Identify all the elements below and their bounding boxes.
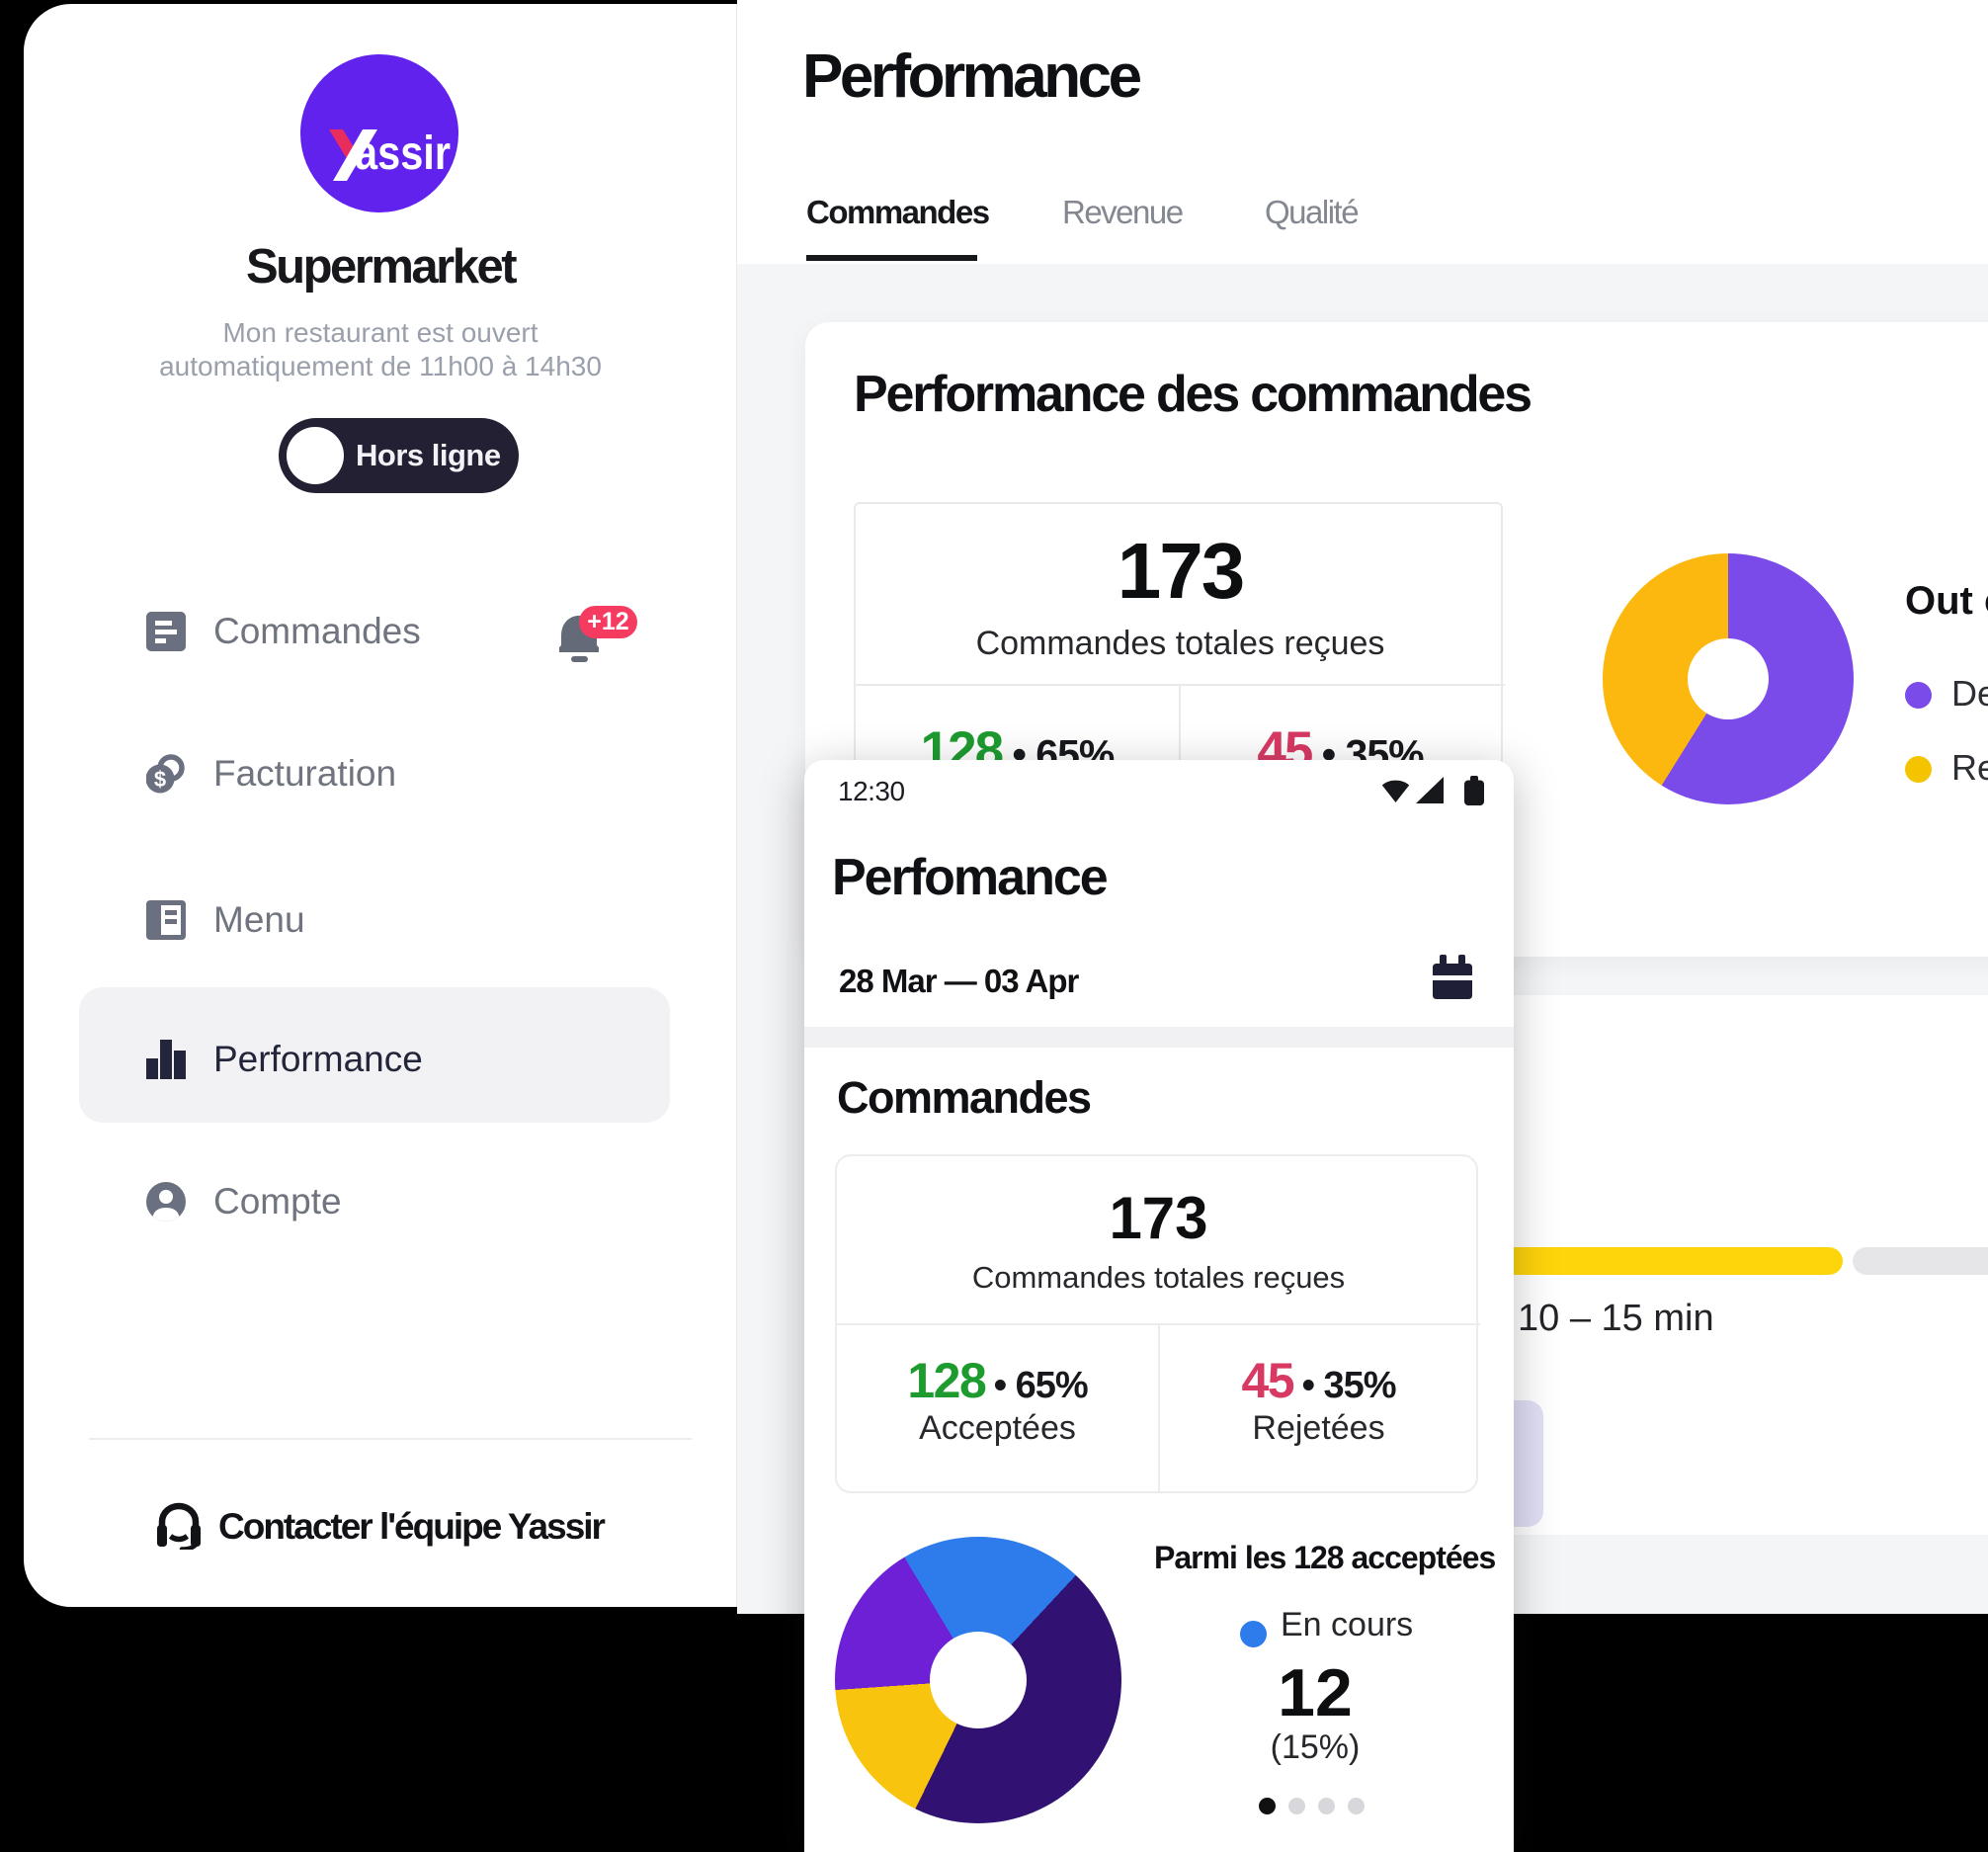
svg-text:$: $	[154, 767, 166, 792]
svg-text:+12: +12	[587, 608, 628, 635]
